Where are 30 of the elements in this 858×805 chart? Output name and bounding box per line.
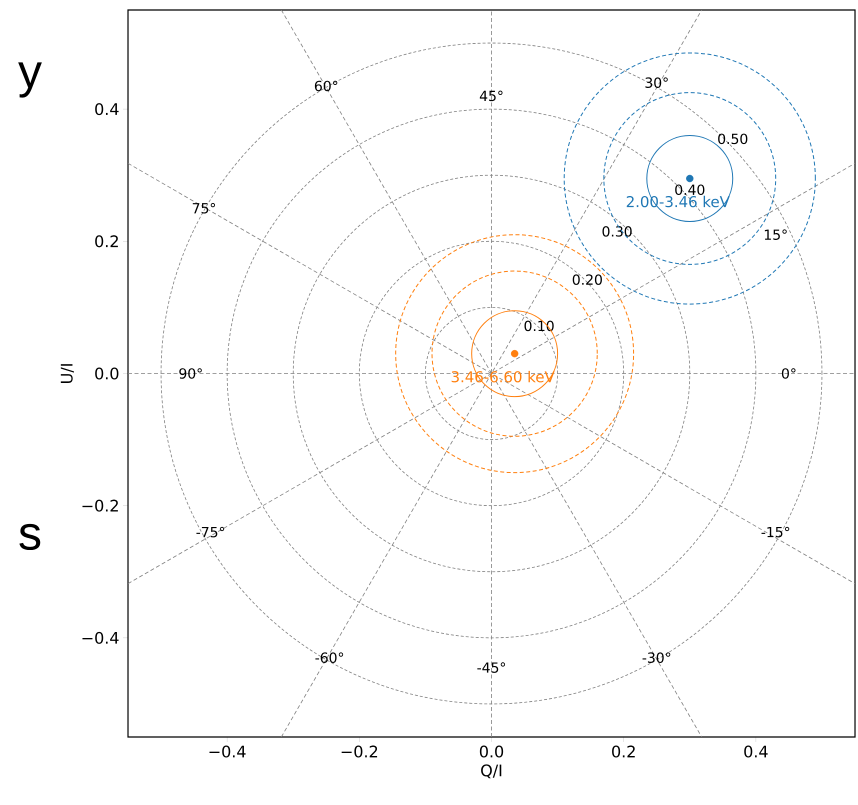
annotation: -75° [196,526,224,538]
annotation: 0.30 [602,226,632,237]
annotation: 0.20 [572,274,602,285]
x-tick-label: 0.4 [744,746,768,758]
x-tick-label: −0.4 [209,746,246,758]
text: y [18,62,42,98]
annotation: -60° [315,652,344,663]
annotation: 0° [782,368,796,379]
annotation: 0.50 [718,134,748,144]
x-tick-label: 0.2 [612,746,635,758]
annotation: 15° [764,229,787,240]
text: s [19,524,40,550]
annotation: 30° [645,77,668,88]
x-tick-label: 0.0 [480,746,504,758]
y-tick-label: 0.0 [95,367,118,380]
x-tick-label: −0.2 [342,746,378,758]
annotation: -45° [477,662,506,673]
annotation: -15° [762,526,790,538]
annotation: 75° [192,202,216,214]
y-tick-label: 0.4 [95,103,119,116]
y-tick-label: 0.2 [95,235,118,248]
x-axis-title: Q/I [481,764,502,778]
annotation: 45° [480,90,503,102]
y-tick-label: −0.2 [82,500,118,512]
y-axis-title: U/I [60,364,74,383]
annotation: 0.40 [675,184,704,196]
annotation: -30° [642,652,670,663]
y-tick-label: −0.4 [82,632,119,644]
annotation: 90° [179,368,202,379]
annotation: 60° [314,80,338,92]
